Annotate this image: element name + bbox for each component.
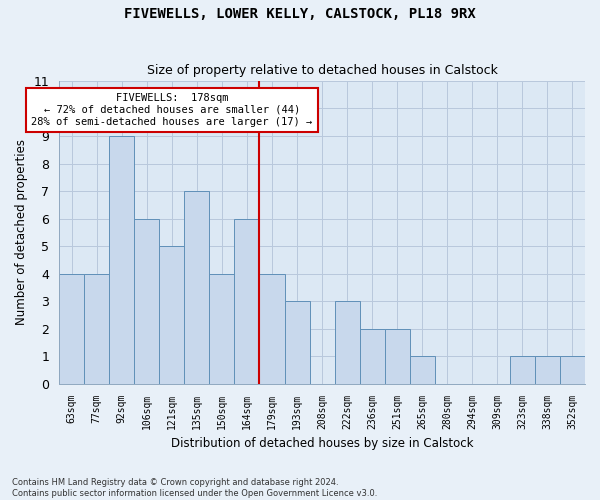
X-axis label: Distribution of detached houses by size in Calstock: Distribution of detached houses by size … — [171, 437, 473, 450]
Text: FIVEWELLS:  178sqm
← 72% of detached houses are smaller (44)
28% of semi-detache: FIVEWELLS: 178sqm ← 72% of detached hous… — [31, 94, 313, 126]
Bar — [160, 246, 184, 384]
Bar — [510, 356, 535, 384]
Bar — [235, 218, 259, 384]
Bar — [535, 356, 560, 384]
Bar — [109, 136, 134, 384]
Bar — [359, 328, 385, 384]
Bar — [84, 274, 109, 384]
Bar — [410, 356, 435, 384]
Bar — [284, 301, 310, 384]
Bar — [209, 274, 235, 384]
Text: Contains HM Land Registry data © Crown copyright and database right 2024.
Contai: Contains HM Land Registry data © Crown c… — [12, 478, 377, 498]
Bar — [134, 218, 160, 384]
Bar — [259, 274, 284, 384]
Title: Size of property relative to detached houses in Calstock: Size of property relative to detached ho… — [146, 64, 497, 77]
Bar — [184, 191, 209, 384]
Bar — [59, 274, 84, 384]
Bar — [385, 328, 410, 384]
Y-axis label: Number of detached properties: Number of detached properties — [15, 140, 28, 326]
Bar — [335, 301, 359, 384]
Bar — [560, 356, 585, 384]
Text: FIVEWELLS, LOWER KELLY, CALSTOCK, PL18 9RX: FIVEWELLS, LOWER KELLY, CALSTOCK, PL18 9… — [124, 8, 476, 22]
